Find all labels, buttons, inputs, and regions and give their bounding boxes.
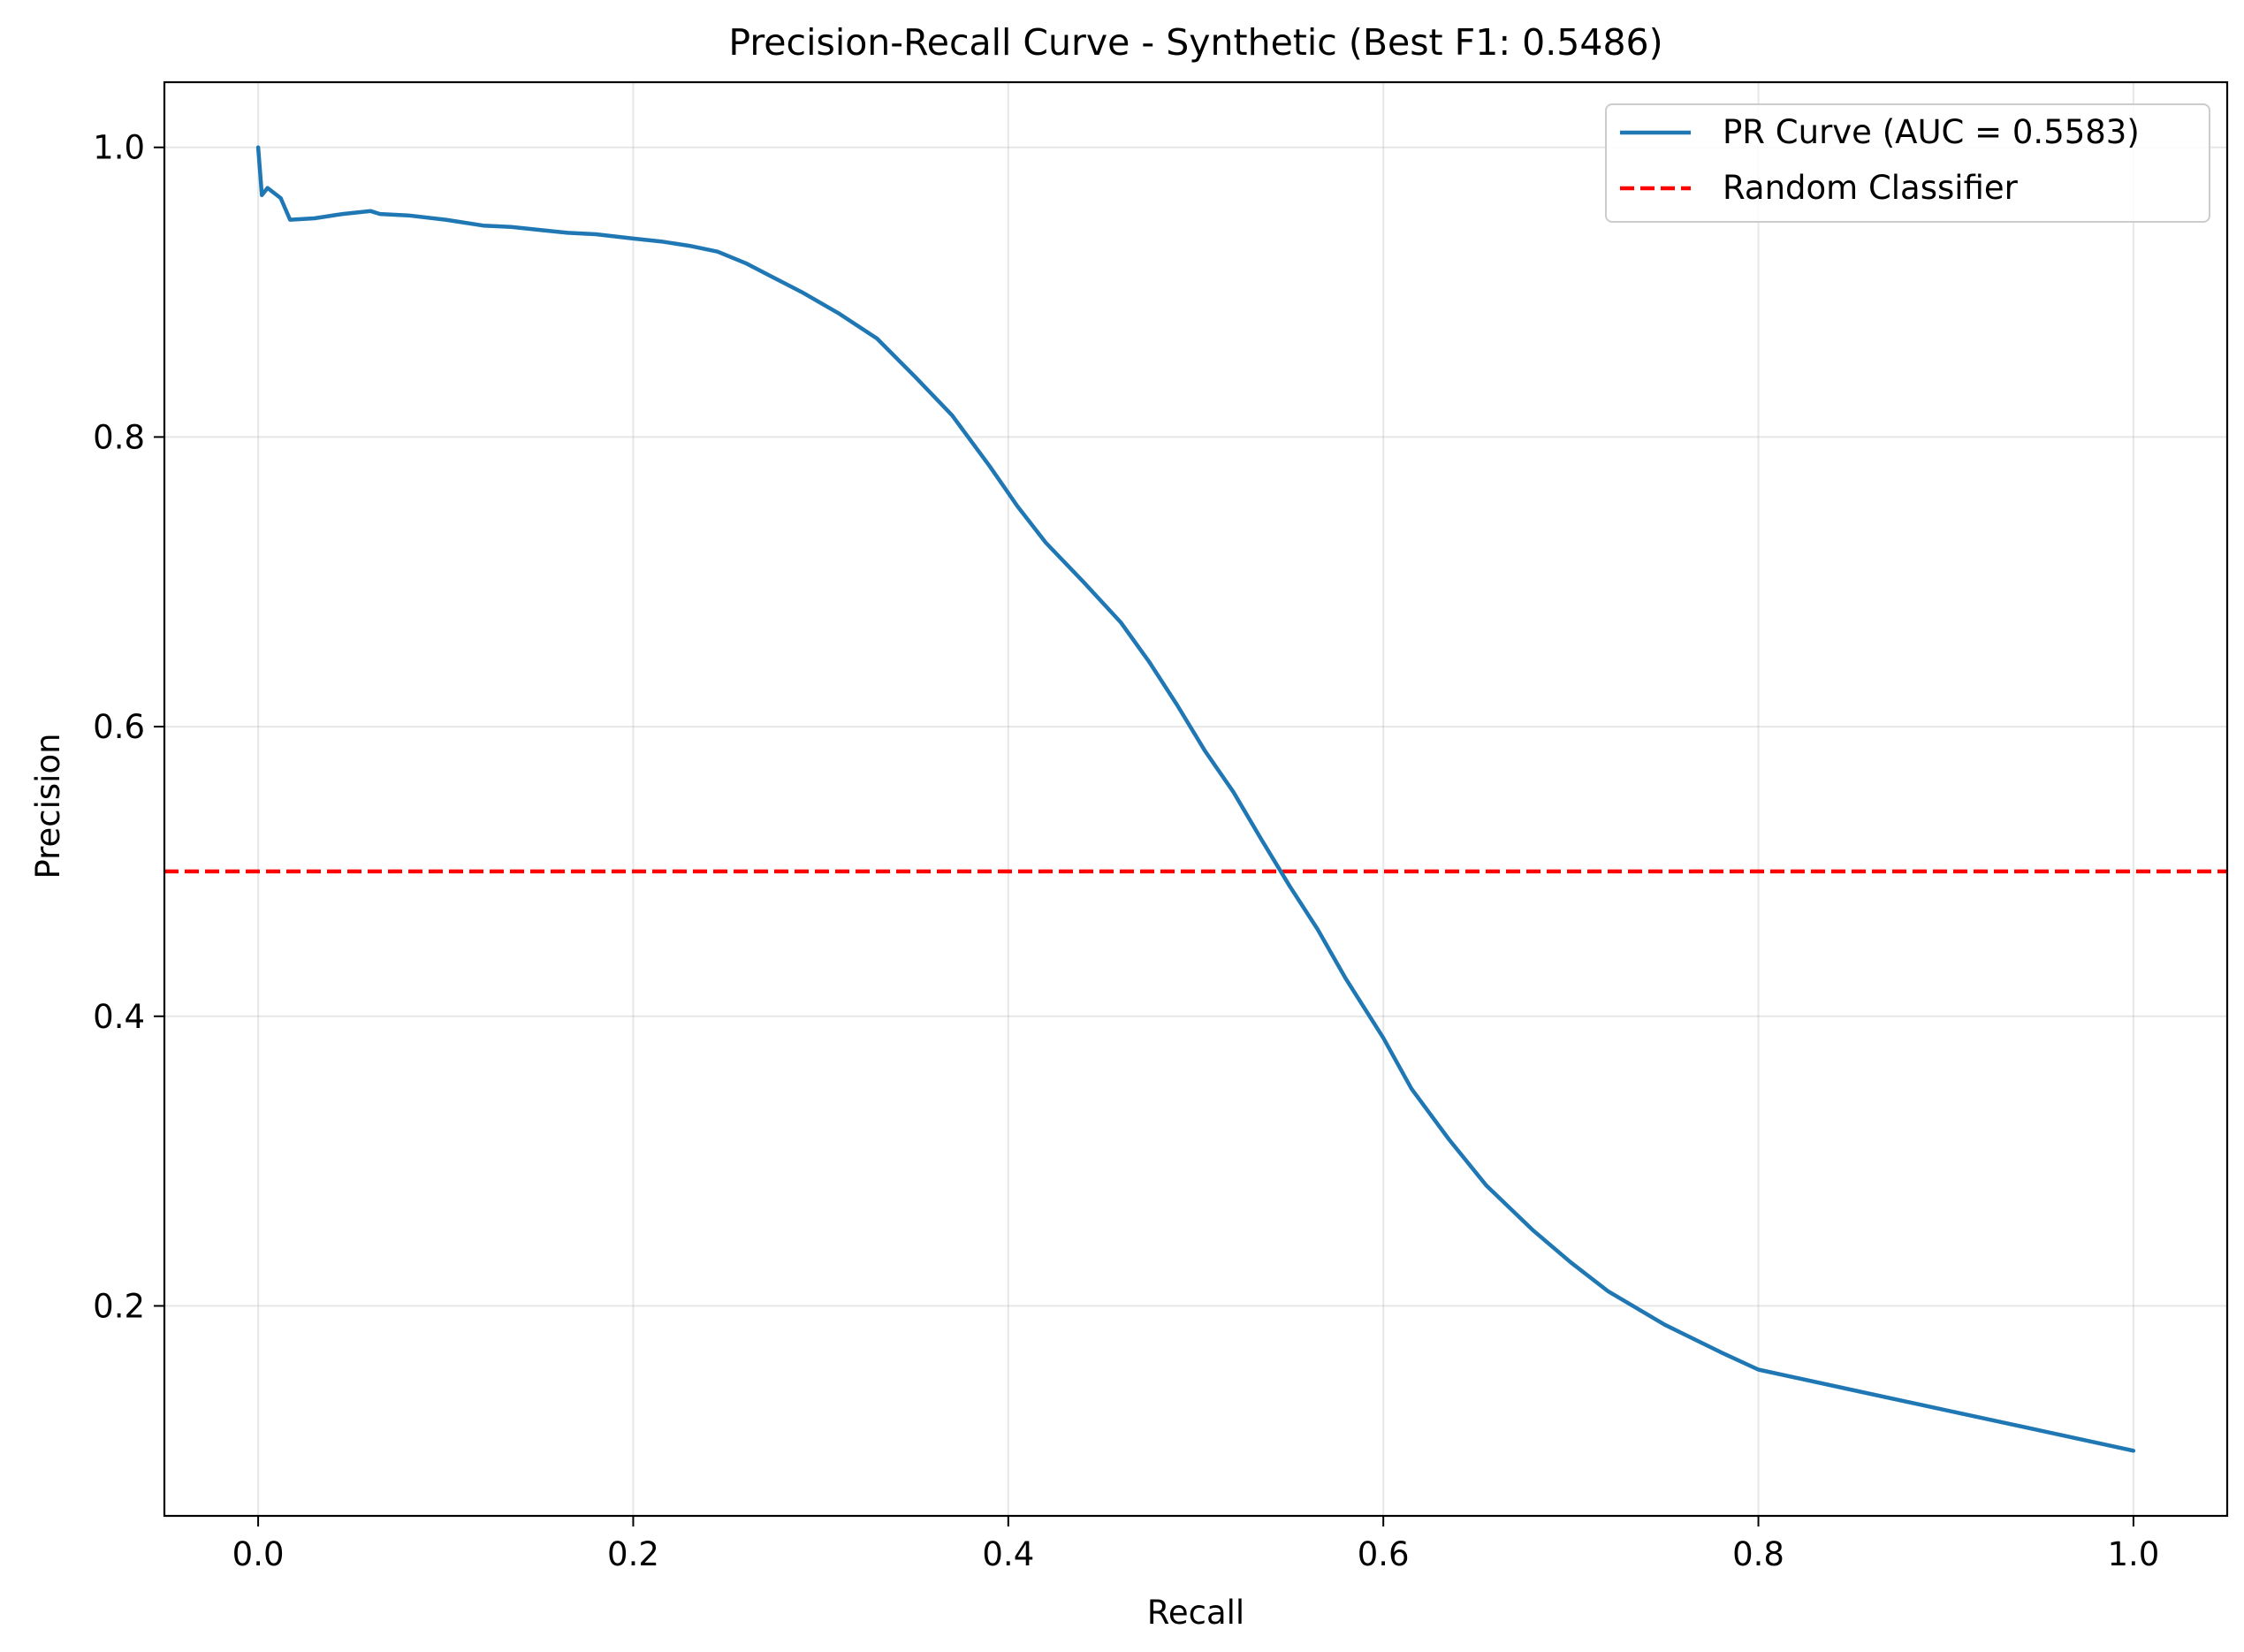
y-axis-label: Precision [29,733,67,879]
y-tick-label: 0.6 [93,708,145,746]
grid-lines [164,82,2227,1516]
y-tick-label: 1.0 [93,129,145,167]
legend-label-pr-curve: PR Curve (AUC = 0.5583) [1723,113,2140,151]
x-tick-label: 0.2 [607,1535,659,1573]
y-tick-label: 0.2 [93,1287,145,1325]
axis-ticks: 0.0 0.2 0.4 0.6 0.8 1.0 0.2 0.4 0.6 0.8 1.0 [93,129,2159,1573]
x-axis-label: Recall [1147,1594,1244,1632]
y-tick-label: 0.8 [93,418,145,456]
x-tick-label: 0.8 [1732,1535,1784,1573]
x-tick-label: 1.0 [2107,1535,2159,1573]
x-tick-label: 0.6 [1358,1535,1410,1573]
legend: PR Curve (AUC = 0.5583) Random Classifie… [1605,103,2210,223]
y-tick-label: 0.4 [93,998,145,1036]
axes-frame [163,80,2229,1518]
x-tick-label: 0.0 [232,1535,285,1573]
legend-box [1605,103,2210,223]
series-pr-curve-line [255,145,2136,1453]
x-tick-label: 0.4 [982,1535,1034,1573]
legend-label-random-classifier: Random Classifier [1723,169,2019,207]
plot-area [164,145,2227,1453]
chart-title: Precision-Recall Curve - Synthetic (Best… [728,21,1662,64]
